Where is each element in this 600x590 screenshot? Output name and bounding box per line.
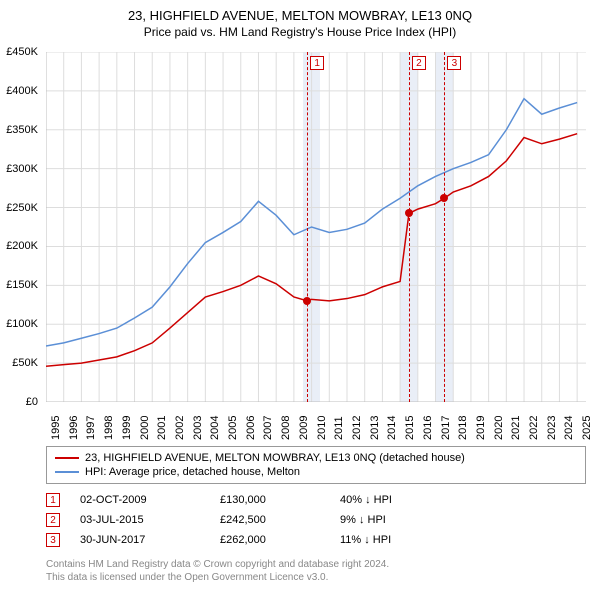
footer: Contains HM Land Registry data © Crown c… (46, 558, 586, 584)
x-tick-label: 1995 (50, 416, 62, 440)
x-tick-label: 2012 (351, 416, 363, 440)
chart-title: 23, HIGHFIELD AVENUE, MELTON MOWBRAY, LE… (0, 0, 600, 23)
event-row-3: 3 30-JUN-2017 £262,000 11% ↓ HPI (46, 530, 586, 550)
event-diff-3: 11% ↓ HPI (340, 534, 460, 546)
x-tick-label: 1999 (121, 416, 133, 440)
legend-item-property: 23, HIGHFIELD AVENUE, MELTON MOWBRAY, LE… (55, 451, 577, 465)
event-date-1: 02-OCT-2009 (80, 494, 200, 506)
event-dot-2 (405, 209, 413, 217)
event-date-3: 30-JUN-2017 (80, 534, 200, 546)
x-tick-label: 1997 (85, 416, 97, 440)
y-tick-label: £300K (6, 163, 38, 175)
legend-swatch-hpi (55, 471, 79, 473)
x-tick-label: 2007 (262, 416, 274, 440)
event-diff-2: 9% ↓ HPI (340, 514, 460, 526)
y-tick-label: £450K (6, 46, 38, 58)
chart-subtitle: Price paid vs. HM Land Registry's House … (0, 23, 600, 39)
event-index-3: 3 (46, 533, 60, 547)
event-date-2: 03-JUL-2015 (80, 514, 200, 526)
x-tick-label: 2014 (386, 416, 398, 440)
x-tick-label: 2020 (493, 416, 505, 440)
x-tick-label: 2017 (440, 416, 452, 440)
x-tick-label: 2015 (404, 416, 416, 440)
plot-area: 123 £0£50K£100K£150K£200K£250K£300K£350K… (46, 52, 586, 402)
x-tick-label: 2019 (475, 416, 487, 440)
chart-svg (46, 52, 586, 402)
footer-line-2: This data is licensed under the Open Gov… (46, 571, 586, 584)
x-tick-label: 2021 (510, 416, 522, 440)
y-tick-label: £400K (6, 85, 38, 97)
event-dot-3 (440, 194, 448, 202)
x-tick-label: 2023 (546, 416, 558, 440)
x-tick-label: 1998 (103, 416, 115, 440)
y-tick-label: £0 (26, 396, 38, 408)
y-tick-label: £200K (6, 240, 38, 252)
x-tick-label: 2016 (422, 416, 434, 440)
x-tick-label: 1996 (68, 416, 80, 440)
event-index-2: 2 (46, 513, 60, 527)
event-price-2: £242,500 (220, 514, 320, 526)
x-tick-label: 2009 (298, 416, 310, 440)
x-tick-label: 2008 (280, 416, 292, 440)
legend-swatch-property (55, 457, 79, 459)
x-tick-label: 2013 (369, 416, 381, 440)
x-tick-label: 2011 (333, 416, 345, 440)
y-tick-label: £50K (12, 357, 38, 369)
event-index-1: 1 (46, 493, 60, 507)
y-tick-label: £250K (6, 202, 38, 214)
x-tick-label: 2003 (192, 416, 204, 440)
x-tick-label: 2004 (209, 416, 221, 440)
x-tick-label: 2018 (457, 416, 469, 440)
x-tick-label: 2022 (528, 416, 540, 440)
events-table: 1 02-OCT-2009 £130,000 40% ↓ HPI 2 03-JU… (46, 490, 586, 550)
event-dot-1 (303, 297, 311, 305)
x-tick-label: 2024 (563, 416, 575, 440)
event-marker-1: 1 (310, 56, 324, 70)
chart-container: 23, HIGHFIELD AVENUE, MELTON MOWBRAY, LE… (0, 0, 600, 590)
event-price-3: £262,000 (220, 534, 320, 546)
event-marker-2: 2 (412, 56, 426, 70)
y-tick-label: £100K (6, 318, 38, 330)
legend-label-hpi: HPI: Average price, detached house, Melt… (85, 466, 300, 478)
x-tick-label: 2005 (227, 416, 239, 440)
legend-item-hpi: HPI: Average price, detached house, Melt… (55, 465, 577, 479)
event-row-2: 2 03-JUL-2015 £242,500 9% ↓ HPI (46, 510, 586, 530)
legend: 23, HIGHFIELD AVENUE, MELTON MOWBRAY, LE… (46, 446, 586, 484)
x-tick-label: 2010 (316, 416, 328, 440)
event-row-1: 1 02-OCT-2009 £130,000 40% ↓ HPI (46, 490, 586, 510)
x-tick-label: 2002 (174, 416, 186, 440)
y-tick-label: £350K (6, 124, 38, 136)
event-price-1: £130,000 (220, 494, 320, 506)
footer-line-1: Contains HM Land Registry data © Crown c… (46, 558, 586, 571)
event-diff-1: 40% ↓ HPI (340, 494, 460, 506)
y-tick-label: £150K (6, 279, 38, 291)
x-tick-label: 2025 (581, 416, 593, 440)
x-tick-label: 2001 (156, 416, 168, 440)
event-marker-3: 3 (447, 56, 461, 70)
legend-label-property: 23, HIGHFIELD AVENUE, MELTON MOWBRAY, LE… (85, 452, 465, 464)
x-tick-label: 2006 (245, 416, 257, 440)
x-tick-label: 2000 (139, 416, 151, 440)
